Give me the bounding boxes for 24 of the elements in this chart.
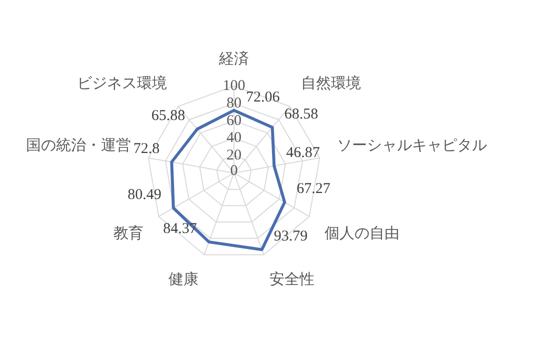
y-tick-label: 0 bbox=[230, 162, 238, 179]
data-label: 46.87 bbox=[286, 144, 320, 161]
data-label: 84.37 bbox=[163, 220, 198, 237]
spoke-label: 安全性 bbox=[270, 271, 315, 288]
data-label: 67.27 bbox=[296, 181, 331, 198]
spoke-label: ビジネス環境 bbox=[76, 74, 167, 92]
spoke-label: ソーシャルキャピタル bbox=[336, 138, 487, 154]
data-label: 93.79 bbox=[274, 228, 308, 245]
data-label: 68.58 bbox=[284, 106, 318, 122]
y-tick-label: 100 bbox=[222, 78, 246, 94]
spoke-label: 自然環境 bbox=[301, 74, 362, 92]
data-label: 80.49 bbox=[128, 186, 162, 203]
y-tick-label: 80 bbox=[226, 95, 242, 112]
y-tick-label: 20 bbox=[226, 148, 242, 164]
spoke-label: 国の統治・運営 bbox=[26, 136, 132, 154]
data-label: 72.06 bbox=[246, 89, 280, 106]
spoke-label: 健康 bbox=[168, 271, 198, 288]
spoke-label: 経済 bbox=[218, 50, 249, 68]
spoke-label: 個人の自由 bbox=[324, 225, 400, 242]
y-tick-label: 60 bbox=[226, 112, 242, 129]
spoke-label: 教育 bbox=[114, 225, 144, 242]
y-tick-label: 40 bbox=[226, 130, 242, 146]
data-label: 72.8 bbox=[133, 140, 160, 157]
data-label: 65.88 bbox=[151, 108, 186, 124]
